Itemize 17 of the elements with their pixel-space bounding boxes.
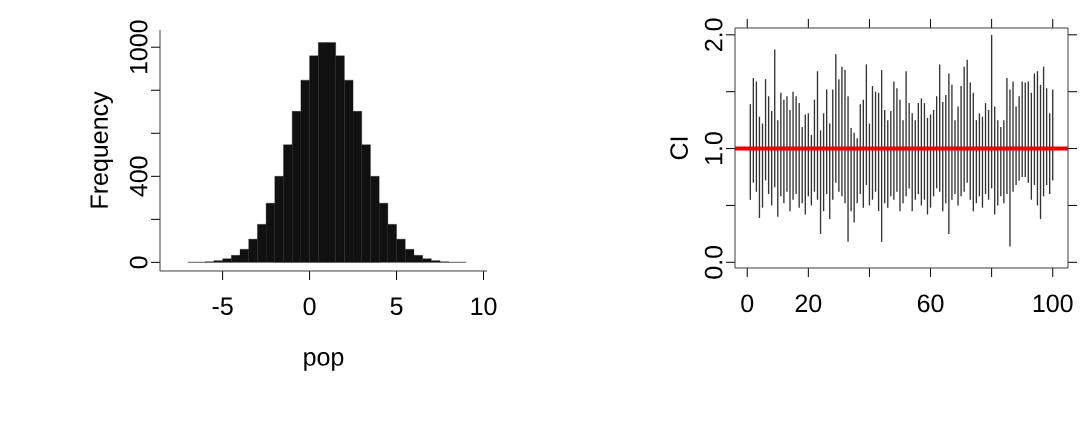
x-tick-label: 0 bbox=[303, 297, 316, 316]
x-tick-label: 0 bbox=[741, 294, 754, 313]
x-tick-label: 20 bbox=[795, 294, 822, 313]
x-tick-label: 100 bbox=[1033, 294, 1073, 313]
y-tick-label: 0 bbox=[129, 256, 148, 269]
y-tick-label: 1.0 bbox=[704, 132, 723, 165]
y-tick-label: 1000 bbox=[129, 20, 148, 74]
x-tick-label: -5 bbox=[212, 297, 233, 315]
x-tick-label: 60 bbox=[917, 294, 944, 313]
y-tick-label: 400 bbox=[129, 156, 148, 197]
y-axis-title: Frequency bbox=[90, 91, 113, 208]
y-tick-label: 0.0 bbox=[704, 245, 723, 279]
x-tick-label: 10 bbox=[471, 297, 497, 316]
x-tick-label: 5 bbox=[390, 297, 403, 315]
y-tick-label: 2.0 bbox=[704, 18, 723, 51]
y-axis-title: CI bbox=[670, 137, 688, 160]
x-axis-title: pop bbox=[304, 352, 344, 371]
